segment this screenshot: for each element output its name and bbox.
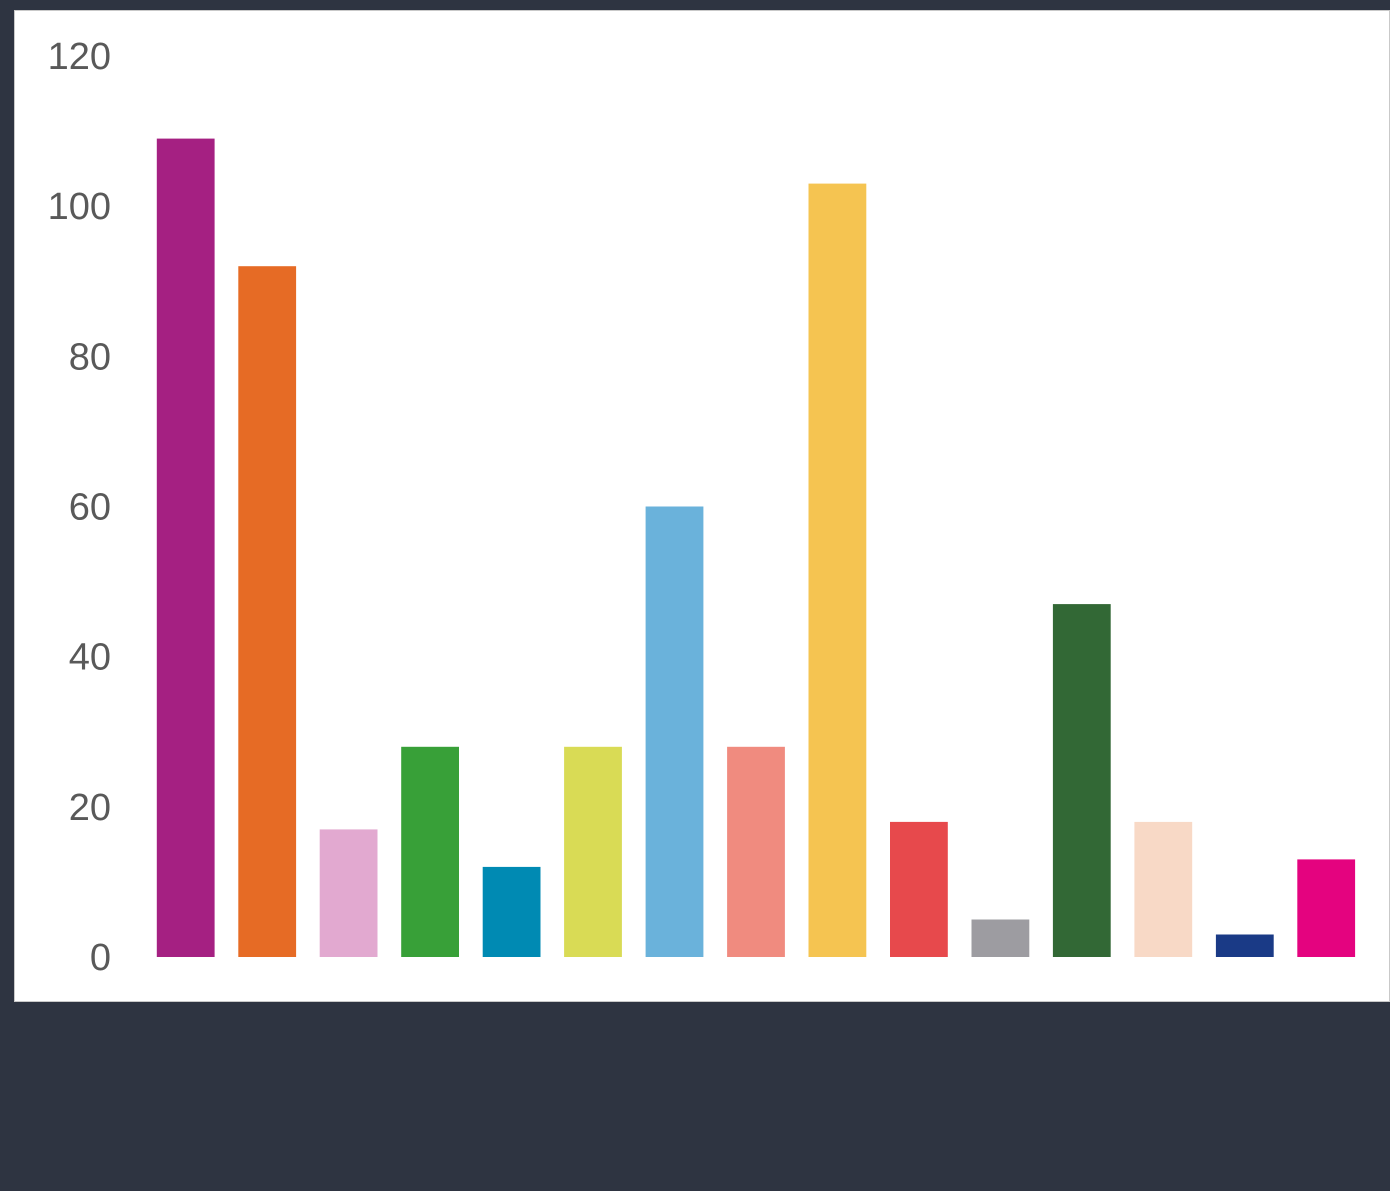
bar-14	[1215, 934, 1274, 957]
y-tick-label: 100	[48, 186, 111, 228]
bar-1	[156, 138, 215, 958]
bar-15	[1297, 859, 1356, 957]
chart-panel: 0 20 40 60 80 100 120	[14, 10, 1390, 1002]
bar-2	[238, 266, 297, 957]
bar-chart: 0 20 40 60 80 100 120	[48, 36, 1356, 979]
bar-12	[1052, 604, 1111, 957]
bar-9	[808, 183, 867, 958]
bar-10	[890, 821, 948, 957]
bar-11	[971, 919, 1030, 957]
bar-7	[645, 506, 704, 957]
bar-3	[319, 829, 378, 957]
y-tick-label: 0	[90, 937, 111, 979]
bar-5	[482, 866, 541, 957]
bar-13	[1134, 821, 1193, 957]
y-tick-label: 60	[69, 487, 111, 529]
y-tick-label: 20	[69, 787, 111, 829]
bar-6	[564, 746, 622, 957]
bars	[156, 138, 1356, 958]
y-tick-label: 40	[69, 637, 111, 679]
bar-8	[727, 746, 785, 957]
y-axis: 0 20 40 60 80 100 120	[48, 36, 111, 979]
y-tick-label: 80	[69, 336, 111, 378]
y-tick-label: 120	[48, 36, 111, 78]
bar-4	[401, 746, 459, 957]
